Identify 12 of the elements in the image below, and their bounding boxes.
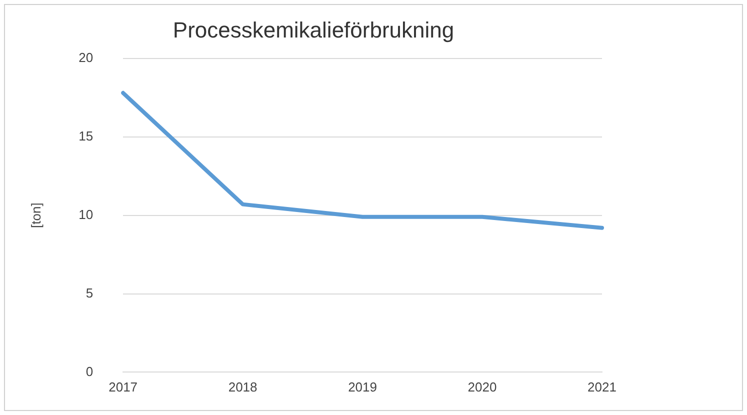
y-tick-label: 5 (86, 285, 94, 300)
x-tick-label: 2019 (348, 380, 377, 395)
y-tick-label: 15 (78, 128, 94, 144)
y-tick-label: 20 (78, 50, 94, 65)
y-tick-label: 10 (78, 206, 94, 222)
x-tick-label: 2018 (228, 380, 258, 395)
x-tick-label: 2020 (468, 380, 497, 395)
y-tick-label: 0 (86, 364, 94, 379)
x-tick-label: 2021 (588, 380, 616, 395)
x-tick-label: 2017 (108, 380, 138, 395)
chart-title: Processkemikalieförbrukning (172, 17, 454, 42)
y-axis-title: [ton] (28, 202, 44, 228)
